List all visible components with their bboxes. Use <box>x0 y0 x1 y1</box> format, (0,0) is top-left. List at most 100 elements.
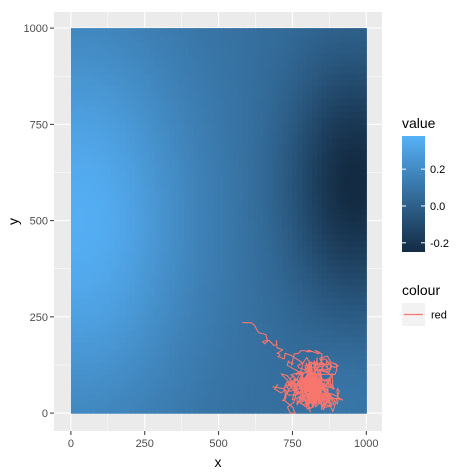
heat-cell <box>80 73 87 81</box>
heat-cell <box>317 73 323 81</box>
heat-cell <box>184 304 190 312</box>
heat-cell <box>287 92 294 100</box>
heat-cell <box>115 220 121 228</box>
heat-cell <box>253 271 259 279</box>
heat-cell <box>80 284 87 292</box>
heat-cell <box>307 175 313 183</box>
heat-cell <box>115 336 121 344</box>
heat-cell <box>302 227 308 235</box>
heat-cell <box>336 348 343 356</box>
heat-cell <box>189 284 195 292</box>
heat-cell <box>282 265 289 273</box>
heat-cell <box>208 111 215 119</box>
heat-cell <box>277 239 284 247</box>
heat-cell <box>341 278 348 286</box>
heat-cell <box>203 194 210 202</box>
heat-cell <box>164 387 170 395</box>
heat-cell <box>189 374 195 382</box>
heat-cell <box>257 105 264 113</box>
heat-cell <box>361 291 367 299</box>
heat-cell <box>154 374 161 382</box>
heat-cell <box>208 194 215 202</box>
heat-cell <box>90 117 97 125</box>
heat-cell <box>154 310 161 318</box>
heat-cell <box>149 361 156 369</box>
heat-cell <box>105 284 111 292</box>
heat-cell <box>312 162 318 170</box>
heat-cell <box>159 252 166 260</box>
heat-cell <box>203 406 210 414</box>
heat-cell <box>243 348 249 356</box>
heat-cell <box>292 239 298 247</box>
heat-cell <box>179 336 185 344</box>
heat-cell <box>100 284 106 292</box>
heat-cell <box>253 188 259 196</box>
heat-cell <box>110 323 116 331</box>
heat-cell <box>218 259 225 267</box>
heat-cell <box>351 156 358 164</box>
heat-cell <box>277 368 284 376</box>
heat-cell <box>238 85 244 93</box>
heat-cell <box>307 297 313 305</box>
heat-cell <box>179 162 185 170</box>
heat-cell <box>331 188 338 196</box>
heat-cell <box>169 85 175 93</box>
heat-cell <box>228 92 234 100</box>
heat-cell <box>184 297 190 305</box>
heat-cell <box>277 150 284 158</box>
heat-cell <box>267 361 274 369</box>
heat-cell <box>90 316 97 324</box>
heat-cell <box>351 79 358 87</box>
heat-cell <box>203 60 210 68</box>
heat-cell <box>341 111 348 119</box>
heat-cell <box>120 374 126 382</box>
heat-cell <box>228 85 234 93</box>
heat-cell <box>361 188 367 196</box>
heat-cell <box>90 304 97 312</box>
heat-cell <box>125 105 131 113</box>
heat-cell <box>100 156 106 164</box>
heat-cell <box>169 381 175 389</box>
heat-cell <box>174 329 180 337</box>
heat-cell <box>321 34 328 42</box>
heat-cell <box>218 117 225 125</box>
heat-cell <box>228 34 234 42</box>
heat-cell <box>154 393 161 401</box>
heat-cell <box>277 355 284 363</box>
heat-cell <box>120 246 126 254</box>
heat-cell <box>184 92 190 100</box>
heat-cell <box>277 361 284 369</box>
heat-cell <box>302 143 308 151</box>
heat-cell <box>154 98 161 106</box>
heat-cell <box>297 169 303 177</box>
heat-cell <box>198 246 205 254</box>
heat-cell <box>179 182 185 190</box>
heat-cell <box>297 297 303 305</box>
heat-cell <box>317 85 323 93</box>
heat-cell <box>326 323 333 331</box>
heat-cell <box>208 233 215 241</box>
heat-cell <box>174 271 180 279</box>
heat-cell <box>282 271 289 279</box>
heat-cell <box>307 284 313 292</box>
heat-cell <box>243 150 249 158</box>
heat-cell <box>125 304 131 312</box>
heat-cell <box>184 34 190 42</box>
heat-cell <box>110 291 116 299</box>
heat-cell <box>184 271 190 279</box>
heat-cell <box>80 348 87 356</box>
heat-cell <box>312 329 318 337</box>
heat-cell <box>198 156 205 164</box>
heat-cell <box>292 137 298 145</box>
heat-cell <box>277 381 284 389</box>
heat-cell <box>262 265 269 273</box>
heat-cell <box>154 47 161 55</box>
heat-cell <box>129 355 136 363</box>
heat-cell <box>361 252 367 260</box>
heat-cell <box>95 130 102 138</box>
heat-cell <box>125 92 131 100</box>
heat-cell <box>277 130 284 138</box>
heat-cell <box>223 239 230 247</box>
heat-cell <box>149 162 156 170</box>
heat-cell <box>75 130 82 138</box>
